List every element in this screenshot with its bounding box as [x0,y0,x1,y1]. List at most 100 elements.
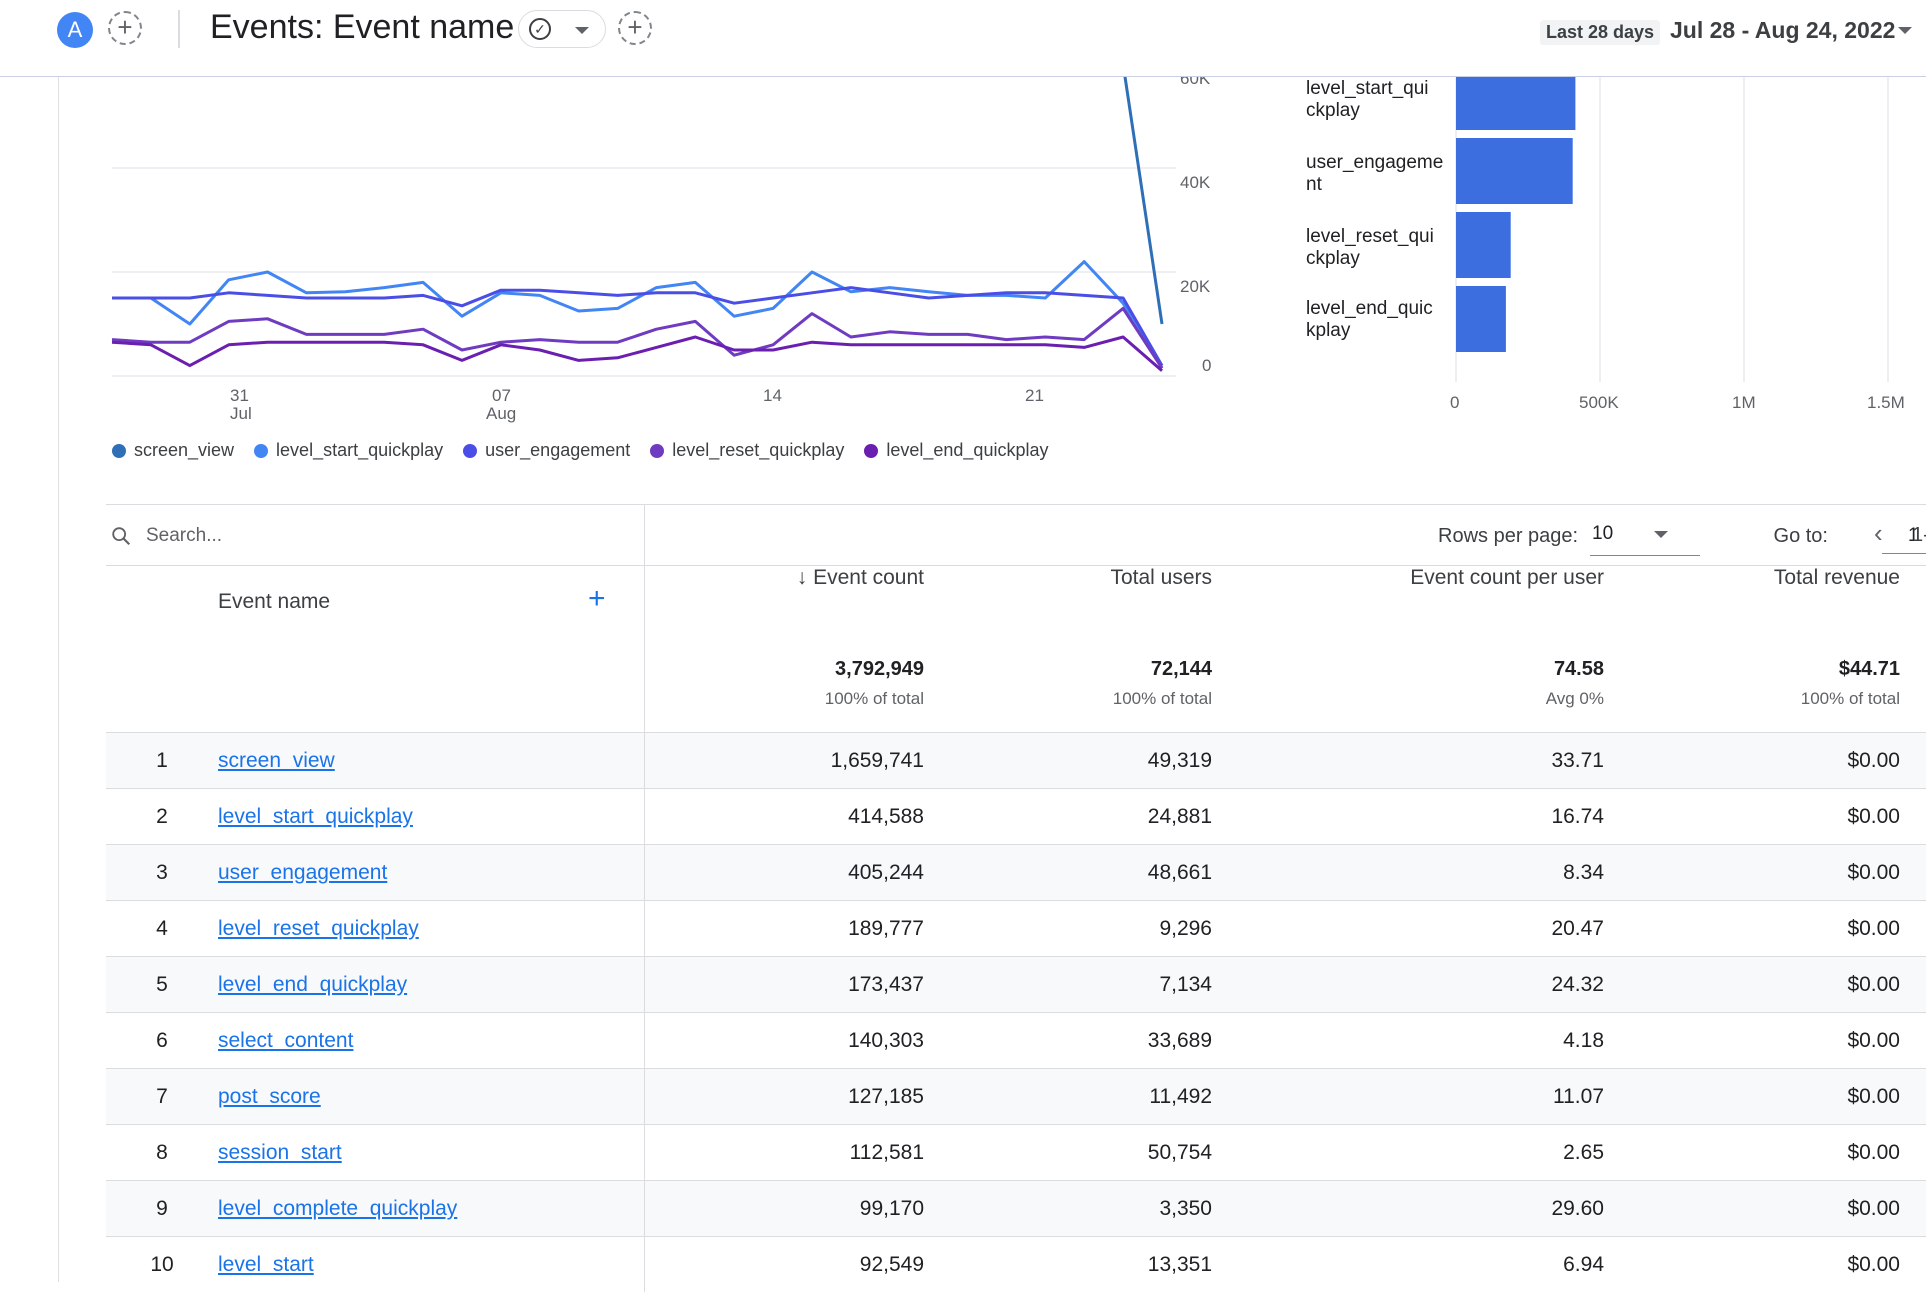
event-name-link[interactable]: level_start_quickplay [218,805,413,828]
bar-x-tick: 500K [1579,393,1619,412]
events-table-card: Rows per page: 10 Go to: 1 [106,504,1926,566]
line-series-group [112,64,1162,371]
event-name-link[interactable]: level_start [218,1253,314,1276]
total-revenue: $44.71 [1624,658,1900,681]
total-users-sub: 100% of total [934,689,1212,709]
events-table: Event name + ↓ Event count Total users E… [106,566,1926,1292]
table-row: 10 level_start 92,549 13,351 6.94 $0.00 [106,1237,1926,1292]
total-users-cell: 24,881 [934,789,1222,845]
bar-series-group [1456,76,1575,352]
legend-item[interactable]: level_reset_quickplay [650,440,844,461]
bar-category-label: level_start_qui ckplay [1306,78,1454,122]
comparison-avatar[interactable]: A [57,12,93,48]
add-dimension-icon[interactable]: + [588,582,606,616]
legend-label: user_engagement [485,440,630,461]
bar-category-label: level_reset_qui ckplay [1306,226,1454,270]
caret-down-icon [1654,531,1668,538]
line-series-screen_view[interactable] [1123,64,1162,324]
legend-dot [463,444,477,458]
bar-user_engagement[interactable] [1456,138,1573,204]
table-row: 5 level_end_quickplay 173,437 7,134 24.3… [106,957,1926,1013]
total-revenue-header[interactable]: Total revenue [1624,566,1926,658]
event-name-link[interactable]: session_start [218,1141,342,1164]
event-count-cell: 173,437 [644,957,934,1013]
table-row: 8 session_start 112,581 50,754 2.65 $0.0… [106,1125,1926,1181]
row-index: 4 [106,901,218,957]
row-index: 5 [106,957,218,1013]
bar-level_reset_quickplay[interactable] [1456,212,1511,278]
table-row: 1 screen_view 1,659,741 49,319 33.71 $0.… [106,733,1926,789]
total-users-cell: 7,134 [934,957,1222,1013]
table-row: 3 user_engagement 405,244 48,661 8.34 $0… [106,845,1926,901]
table-toolbar: Rows per page: 10 Go to: 1 [106,504,1926,566]
title-status-dropdown[interactable]: ✓ [518,10,606,48]
legend-item[interactable]: screen_view [112,440,234,461]
event-name-link[interactable]: level_end_quickplay [218,973,407,996]
event-count-per-user-cell: 6.94 [1222,1237,1624,1292]
line-series-level_reset_quickplay[interactable] [112,308,1162,368]
report-header: A + Events: Event name ✓ + Last 28 days … [0,0,1926,77]
event-name-header[interactable]: Event name + [218,566,644,658]
total-users-header[interactable]: Total users [934,566,1222,658]
add-comparison-icon[interactable]: + [108,11,142,45]
bar-level_end_quickplay[interactable] [1456,286,1506,352]
chart-legend: screen_view level_start_quickplay user_e… [112,440,1048,461]
legend-dot [254,444,268,458]
line-x-tick-day: 14 [763,386,782,405]
total-event-count-per-user: 74.58 [1222,658,1604,681]
total-users-cell: 50,754 [934,1125,1222,1181]
legend-label: screen_view [134,440,234,461]
legend-dot [112,444,126,458]
event-name-link[interactable]: post_score [218,1085,321,1108]
event-count-per-user-header[interactable]: Event count per user [1222,566,1624,658]
legend-item[interactable]: level_end_quickplay [864,440,1048,461]
legend-item[interactable]: user_engagement [463,440,630,461]
total-revenue-cell: $0.00 [1624,789,1926,845]
rows-per-page-select[interactable]: 10 [1590,515,1700,556]
add-filter-icon[interactable]: + [618,11,652,45]
event-count-header[interactable]: ↓ Event count [644,566,934,658]
line-series-level_end_quickplay[interactable] [112,337,1162,371]
total-revenue-cell: $0.00 [1624,901,1926,957]
event-name-link[interactable]: user_engagement [218,861,387,884]
table-row: 9 level_complete_quickplay 99,170 3,350 … [106,1181,1926,1237]
total-event-count-sub: 100% of total [645,689,925,709]
row-index: 3 [106,845,218,901]
line-x-tick-day: 07 [492,386,511,405]
total-revenue-cell: $0.00 [1624,845,1926,901]
table-row: 2 level_start_quickplay 414,588 24,881 1… [106,789,1926,845]
line-x-tick-day: 21 [1025,386,1044,405]
total-users-cell: 48,661 [934,845,1222,901]
event-count-cell: 405,244 [644,845,934,901]
legend-label: level_reset_quickplay [672,440,844,461]
event-name-link[interactable]: level_complete_quickplay [218,1197,457,1220]
bar-category-label: level_end_quic kplay [1306,298,1454,342]
total-users-cell: 11,492 [934,1069,1222,1125]
event-name-link[interactable]: select_content [218,1029,353,1052]
date-range-caret-icon[interactable] [1898,27,1912,34]
search-area [106,505,645,565]
row-index: 7 [106,1069,218,1125]
event-count-cell: 112,581 [644,1125,934,1181]
total-users-cell: 33,689 [934,1013,1222,1069]
line-x-tick-month: Aug [486,404,516,423]
total-revenue-cell: $0.00 [1624,1013,1926,1069]
event-count-header-label: Event count [813,566,924,589]
search-input[interactable] [144,519,608,553]
line-x-tick-month: Jul [230,404,252,423]
event-count-cell: 140,303 [644,1013,934,1069]
prev-page-icon[interactable]: ‹ [1874,518,1883,549]
bar-x-tick: 1.5M [1867,393,1905,412]
legend-item[interactable]: level_start_quickplay [254,440,443,461]
event-name-link[interactable]: screen_view [218,749,335,772]
bar-x-tick: 1M [1732,393,1756,412]
event-name-link[interactable]: level_reset_quickplay [218,917,419,940]
event-count-cell: 127,185 [644,1069,934,1125]
date-range-picker[interactable]: Jul 28 - Aug 24, 2022 [1670,17,1895,44]
total-revenue-cell: $0.00 [1624,1069,1926,1125]
row-index: 6 [106,1013,218,1069]
table-row: 4 level_reset_quickplay 189,777 9,296 20… [106,901,1926,957]
event-count-cell: 92,549 [644,1237,934,1292]
bar-level_start_quickplay[interactable] [1456,76,1575,130]
check-circle-icon: ✓ [529,18,551,40]
